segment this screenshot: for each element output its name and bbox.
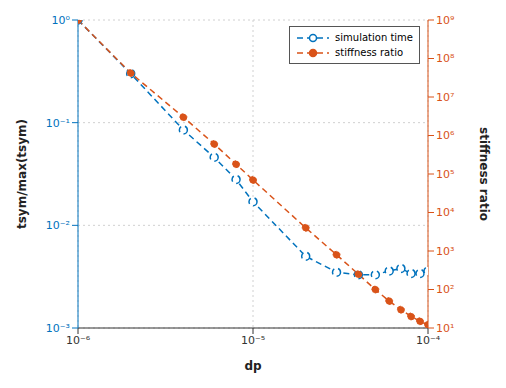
svg-text:10⁻⁶: 10⁻⁶ (66, 334, 91, 347)
svg-text:10⁻⁵: 10⁻⁵ (241, 334, 265, 347)
svg-text:10⁰: 10⁰ (52, 14, 71, 27)
svg-text:10⁻⁴: 10⁻⁴ (416, 334, 441, 347)
svg-text:dp: dp (244, 359, 262, 373)
svg-text:10⁹: 10⁹ (436, 14, 454, 27)
svg-text:10⁻¹: 10⁻¹ (46, 117, 70, 130)
svg-text:10⁻³: 10⁻³ (46, 322, 70, 335)
svg-text:tsym/max(tsym): tsym/max(tsym) (15, 119, 29, 229)
svg-text:10⁶: 10⁶ (436, 129, 455, 142)
svg-text:10¹: 10¹ (436, 322, 454, 335)
svg-text:10⁸: 10⁸ (436, 52, 455, 65)
html-text:stiffness ratio: stiffness ratio (335, 47, 403, 58)
svg-text:10⁴: 10⁴ (436, 206, 455, 219)
svg-text:10⁷: 10⁷ (436, 91, 454, 104)
svg-text:stiffness ratio: stiffness ratio (477, 127, 491, 221)
svg-text:10²: 10² (436, 283, 454, 296)
svg-text:10⁵: 10⁵ (436, 168, 454, 181)
svg-text:10⁻²: 10⁻² (46, 219, 70, 232)
svg-text:10³: 10³ (436, 245, 454, 258)
html-text:simulation time: simulation time (335, 32, 413, 43)
